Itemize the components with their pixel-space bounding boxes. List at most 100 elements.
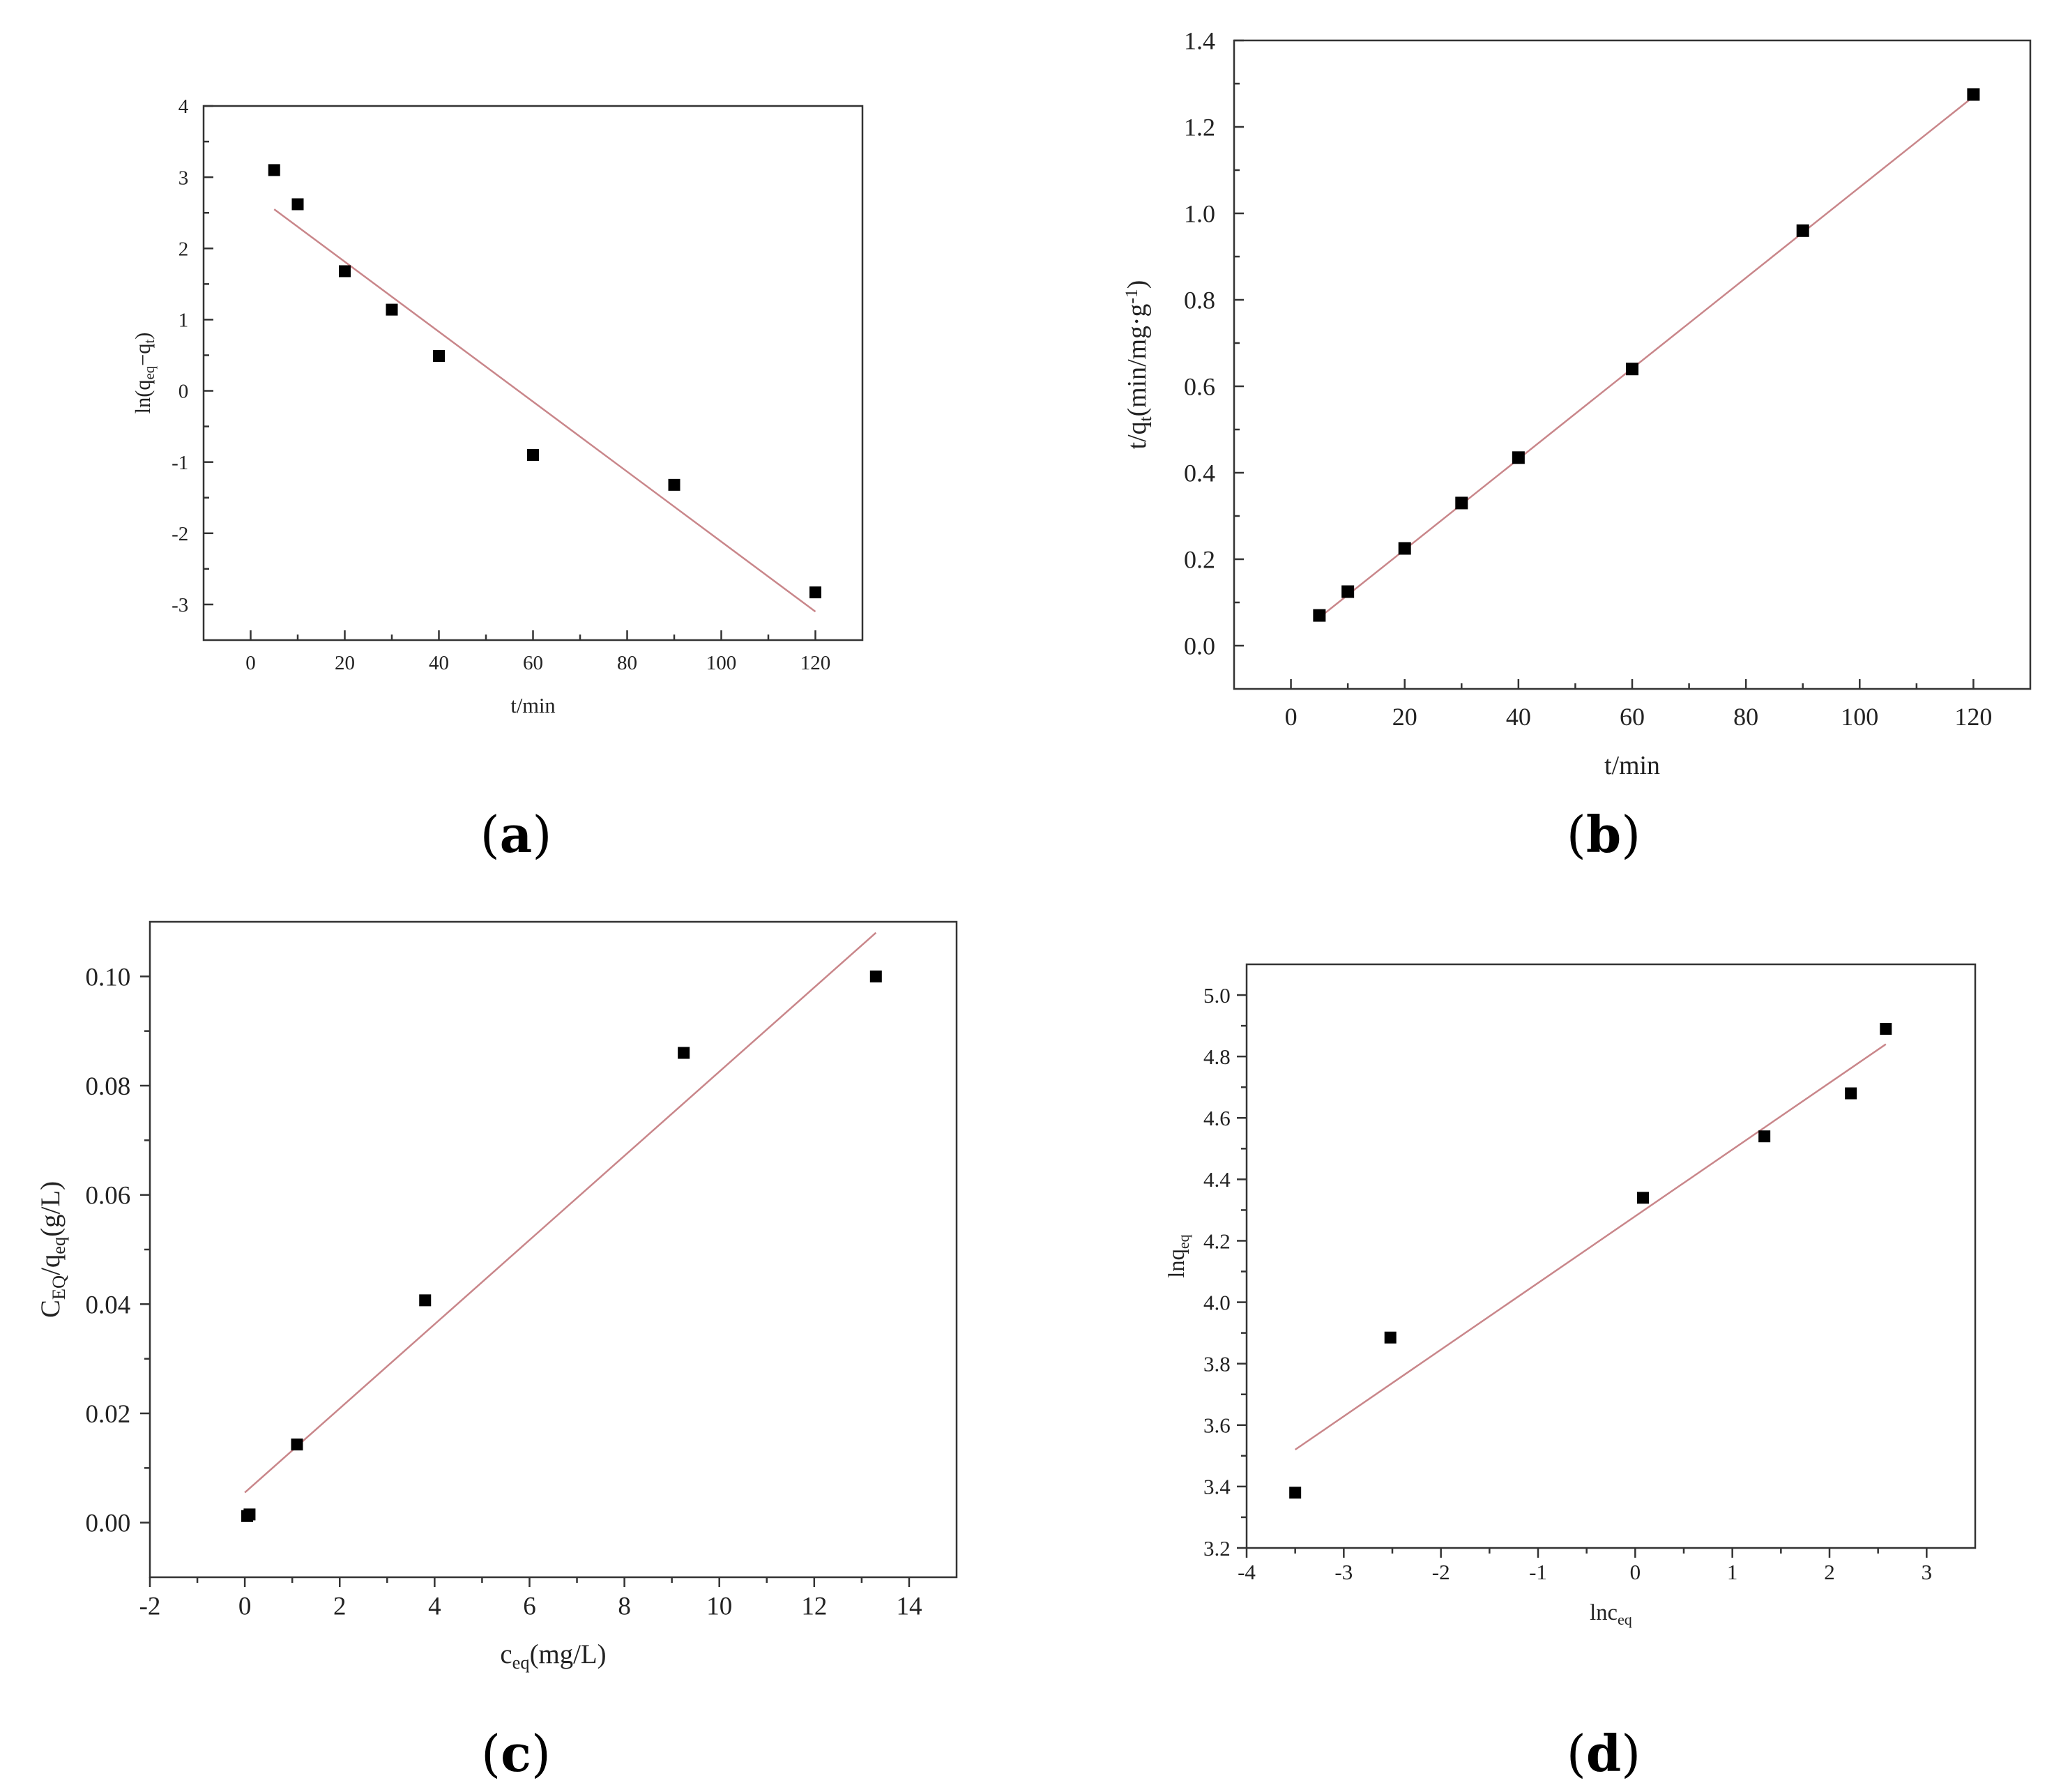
x-tick-label: 100 [1841,703,1878,731]
x-axis-title: t/min [1604,751,1660,780]
x-axis-title: t/min [510,694,555,717]
y-tick-label: 0.10 [86,963,131,992]
y-tick-label: -2 [172,523,188,545]
x-tick-label: 1 [1727,1560,1738,1584]
data-point [1796,224,1809,237]
x-tick-label: 20 [1392,703,1417,731]
chart-panel-a: 0 20 40 60 80 100 120 -3 -2 -1 0 1 2 3 4 t/min ln(qeq−qt… [131,96,864,864]
y-tick-label: 5.0 [1203,983,1231,1008]
y-tick-label: 4.2 [1203,1229,1231,1253]
y-axis-title: lnqeq [1164,1234,1192,1277]
x-tick-label: 40 [429,652,449,674]
chart-panel-b: 0 20 40 60 80 100 120 0.0 0.2 0.4 0.6 0.8 1.0 1.2 1.4 t… [1121,27,2032,864]
y-tick-label: 0.02 [86,1400,131,1429]
data-point [1845,1087,1857,1100]
x-tick-label: -4 [1238,1560,1256,1584]
y-axis-title: t/qt(min/mg·g-1) [1121,280,1155,450]
y-tick-label: 0.04 [86,1291,131,1319]
data-point [668,478,680,491]
x-tick-label: 14 [896,1593,922,1621]
x-tick-label: -3 [1334,1560,1353,1584]
y-tick-label: 1.4 [1184,27,1215,55]
data-point [433,349,445,362]
data-point [1384,1331,1397,1344]
panel-letter: (b) [1567,805,1641,864]
data-point [268,164,280,176]
y-tick-label: 3.4 [1203,1475,1231,1499]
y-tick-label: 3 [178,167,189,189]
y-tick-label: -1 [172,452,188,474]
x-tick-label: -2 [139,1593,161,1621]
data-point [1626,363,1638,376]
panel-letter: (a) [480,805,552,864]
x-tick-label: 60 [523,652,543,674]
y-tick-label: 3.8 [1203,1352,1231,1376]
x-tick-label: 2 [333,1593,347,1621]
data-point [1512,451,1525,464]
x-axis-title: ceq(mg/L) [500,1639,606,1673]
panel-letter: (d) [1567,1724,1641,1783]
y-tick-label: 4.0 [1203,1290,1231,1314]
x-tick-label: 80 [1733,703,1758,731]
y-tick-label: -3 [172,594,188,616]
y-tick-label: 0.2 [1184,546,1215,574]
y-tick-label: 0.00 [86,1510,131,1538]
x-tick-label: 2 [1824,1560,1835,1584]
plot-frame [1245,963,1977,1549]
data-point [386,303,398,316]
fit-line [1294,1043,1887,1451]
y-tick-label: 0.08 [86,1072,131,1101]
plot-frame [149,920,958,1579]
y-tick-label: 4 [178,96,189,118]
data-point [869,970,882,982]
x-tick-label: 80 [617,652,637,674]
x-tick-label: 12 [801,1593,827,1621]
x-tick-label: 10 [706,1593,732,1621]
data-point [291,1438,303,1451]
data-point [1967,88,1980,101]
plot-frame [202,105,864,641]
y-tick-label: 0.4 [1184,460,1215,487]
data-point [1758,1130,1771,1143]
data-point [1289,1487,1302,1499]
y-tick-label: 4.6 [1203,1106,1231,1130]
data-point [1880,1023,1892,1035]
x-tick-label: 3 [1922,1560,1933,1584]
x-tick-label: 20 [335,652,355,674]
x-tick-label: 6 [523,1593,536,1621]
data-point [1455,496,1468,510]
x-tick-label: -2 [1432,1560,1450,1584]
y-tick-label: 0.0 [1184,632,1215,660]
y-tick-label: 4.4 [1203,1167,1231,1192]
data-point [809,586,821,599]
data-point [339,265,351,278]
y-tick-label: 0.06 [86,1182,131,1210]
data-point [419,1294,432,1307]
fit-line [244,932,877,1494]
y-tick-label: 0.6 [1184,373,1215,401]
x-tick-label: 0 [238,1593,252,1621]
x-tick-label: 0 [245,652,256,674]
data-point [1341,585,1355,598]
y-axis-title: ln(qeq−qt) [131,333,158,414]
y-tick-label: 1.0 [1184,200,1215,228]
x-tick-label: 100 [706,652,737,674]
y-tick-label: 3.2 [1203,1536,1231,1561]
y-tick-label: 3.6 [1203,1413,1231,1438]
data-point [1313,609,1326,622]
fit-line [273,208,816,613]
chart-panel-c: -2 0 2 4 6 8 10 12 14 0.00 0.02 0.04 0.06 0.08 0.10 ceq… [36,920,958,1783]
x-tick-label: 120 [800,652,831,674]
y-tick-label: 0.8 [1184,287,1215,314]
y-tick-label: 1 [178,310,189,332]
x-tick-label: 0 [1285,703,1298,731]
fit-line [1318,96,1975,618]
y-tick-label: 4.8 [1203,1045,1231,1069]
x-tick-label: 120 [1954,703,1992,731]
x-tick-label: 60 [1620,703,1645,731]
x-tick-label: 40 [1506,703,1531,731]
data-point [1636,1192,1649,1204]
chart-panel-d: -4 -3 -2 -1 0 1 2 3 3.2 3.4 3.6 3.8 4.0 4.2 4.4 4.6 4.8 5… [1164,963,1977,1783]
data-point [527,448,539,461]
